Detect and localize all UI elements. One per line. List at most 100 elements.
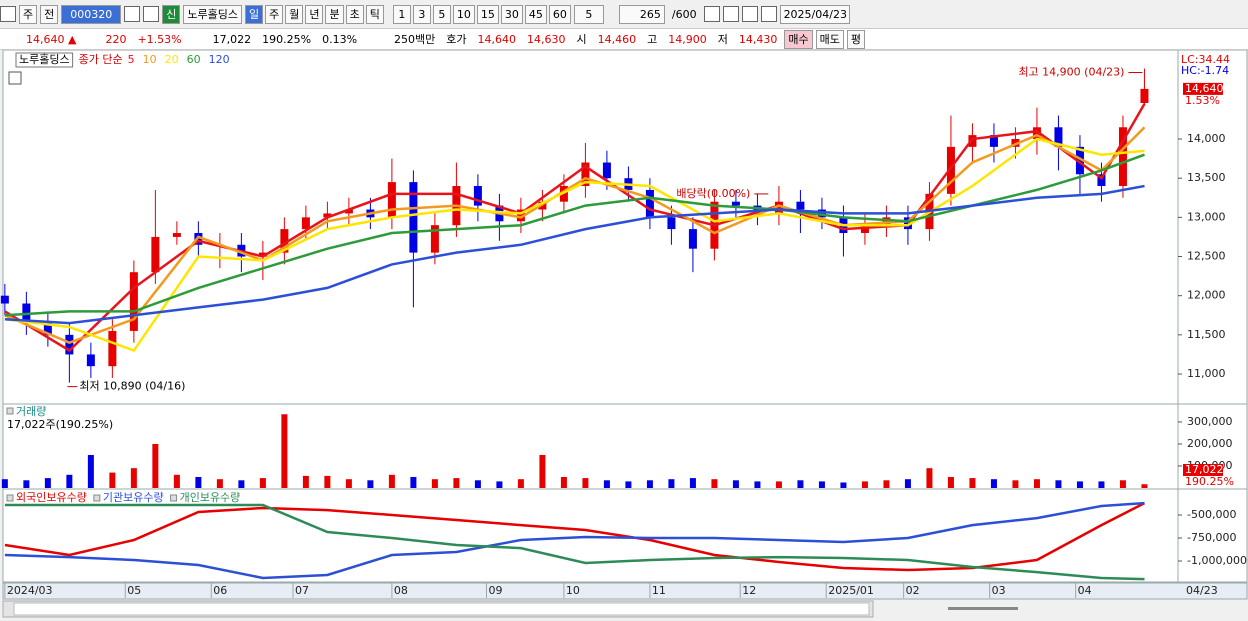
legend-title: 노루홀딩스 xyxy=(19,53,70,66)
interval-button[interactable]: 60 xyxy=(548,4,571,24)
legend-box xyxy=(15,52,74,68)
interval-select[interactable]: 5 xyxy=(573,4,604,24)
volume-bar xyxy=(797,480,804,488)
volume-bar xyxy=(1055,480,1062,488)
period-button[interactable]: 틱 xyxy=(365,4,384,24)
y-tick-label: 12,000 xyxy=(1187,289,1226,302)
y-tick-label: 13,500 xyxy=(1187,171,1226,184)
x-tick-label: 08 xyxy=(394,584,408,597)
avg-button[interactable]: 평 xyxy=(846,29,866,49)
candle-body xyxy=(753,205,762,214)
tool[interactable] xyxy=(703,6,720,22)
volume-bar xyxy=(775,481,782,488)
volume-bar xyxy=(1012,480,1019,488)
volume-bar xyxy=(990,479,997,488)
market-select[interactable]: 주 xyxy=(19,4,38,24)
y-tick-label: 13,000 xyxy=(1187,210,1226,223)
count[interactable]: 265 xyxy=(618,4,665,24)
icon[interactable] xyxy=(0,6,16,22)
candle-body xyxy=(731,201,740,206)
period-button[interactable]: 일 xyxy=(244,4,264,24)
ask-label: 호가 xyxy=(446,33,467,46)
candle-body xyxy=(989,135,998,147)
view-select[interactable]: 전 xyxy=(40,4,59,24)
volume-bar xyxy=(926,468,933,488)
volume-bar xyxy=(195,476,202,488)
candle-body xyxy=(344,209,353,214)
buy-button[interactable]: 매수 xyxy=(784,29,813,49)
volume-bar xyxy=(646,480,653,488)
volume-bar xyxy=(754,481,761,488)
period-button[interactable]: 년 xyxy=(305,4,324,24)
candle-body xyxy=(387,182,396,218)
settings[interactable] xyxy=(760,6,777,22)
y-tick-label: 11,000 xyxy=(1187,367,1226,380)
volume-bar xyxy=(431,479,438,488)
interval-button[interactable]: 3 xyxy=(412,4,431,24)
period-button[interactable]: 분 xyxy=(325,4,344,24)
candle-body xyxy=(860,225,869,234)
candle-body xyxy=(667,217,676,230)
legend-entry: 기관보유수량 xyxy=(103,491,164,504)
interval-button[interactable]: 5 xyxy=(432,4,451,24)
candle-body xyxy=(151,236,160,273)
x-end-label: 04/23 xyxy=(1186,584,1218,597)
legend-entry: 10 xyxy=(143,53,157,66)
volume-bar xyxy=(474,480,481,488)
candle-body xyxy=(473,186,482,206)
period-button[interactable]: 월 xyxy=(285,4,304,24)
last-volume: 17,022 xyxy=(1185,463,1224,476)
interval-button[interactable]: 1 xyxy=(392,4,411,24)
candle-body xyxy=(882,217,891,226)
last-change: 1.53% xyxy=(1185,94,1220,107)
candle-body xyxy=(1140,88,1149,103)
tool[interactable] xyxy=(741,6,758,22)
volume-bar xyxy=(1,479,8,488)
x-tick-label: 11 xyxy=(652,584,666,597)
high-label: 고 xyxy=(647,33,658,46)
volume-bar xyxy=(840,482,847,488)
interval-button[interactable]: 45 xyxy=(524,4,547,24)
legend-entry: 20 xyxy=(165,53,179,66)
search[interactable] xyxy=(124,6,141,22)
holding-line xyxy=(4,501,1145,580)
candle-body xyxy=(258,252,267,257)
annotation: 배당락(0.00%) xyxy=(676,187,750,200)
volume-bar xyxy=(23,480,30,488)
ma-line xyxy=(4,103,1146,353)
intervals: 1 3 5 10 15 30 45 60 xyxy=(392,4,571,24)
code-input[interactable]: 000320 xyxy=(61,4,122,24)
x-tick-label: 04 xyxy=(1078,584,1092,597)
count-max: /600 xyxy=(671,7,697,21)
icon xyxy=(6,407,14,415)
candle-body xyxy=(323,213,332,218)
interval-button[interactable]: 15 xyxy=(476,4,499,24)
candle-body xyxy=(301,217,310,230)
interval-button[interactable]: 30 xyxy=(500,4,523,24)
volume-bar xyxy=(324,475,331,488)
volume-bar xyxy=(216,479,223,488)
x-tick-label: 2024/03 xyxy=(7,584,53,597)
volume-bar xyxy=(238,480,245,488)
tool[interactable] xyxy=(722,6,739,22)
sound[interactable] xyxy=(143,6,160,22)
ma-line xyxy=(4,137,1145,353)
volume-bar xyxy=(668,479,675,488)
badge: 신 xyxy=(162,4,181,24)
candle-body xyxy=(280,229,289,253)
panel xyxy=(2,403,1179,490)
interval-button[interactable]: 10 xyxy=(452,4,475,24)
volume-bar xyxy=(625,481,632,488)
legend-entry: 120 xyxy=(209,53,230,66)
period-button[interactable]: 초 xyxy=(345,4,364,24)
volume-bar xyxy=(367,480,374,488)
y-tick-label: -500,000 xyxy=(1187,508,1236,521)
period-button[interactable]: 주 xyxy=(265,4,284,24)
sell-button[interactable]: 매도 xyxy=(815,29,844,49)
x-tick-label: 10 xyxy=(566,584,580,597)
volume-bar xyxy=(732,480,739,488)
candle-body xyxy=(0,295,9,304)
ma-line xyxy=(4,126,1146,345)
date[interactable]: 2025/04/23 xyxy=(779,4,850,24)
